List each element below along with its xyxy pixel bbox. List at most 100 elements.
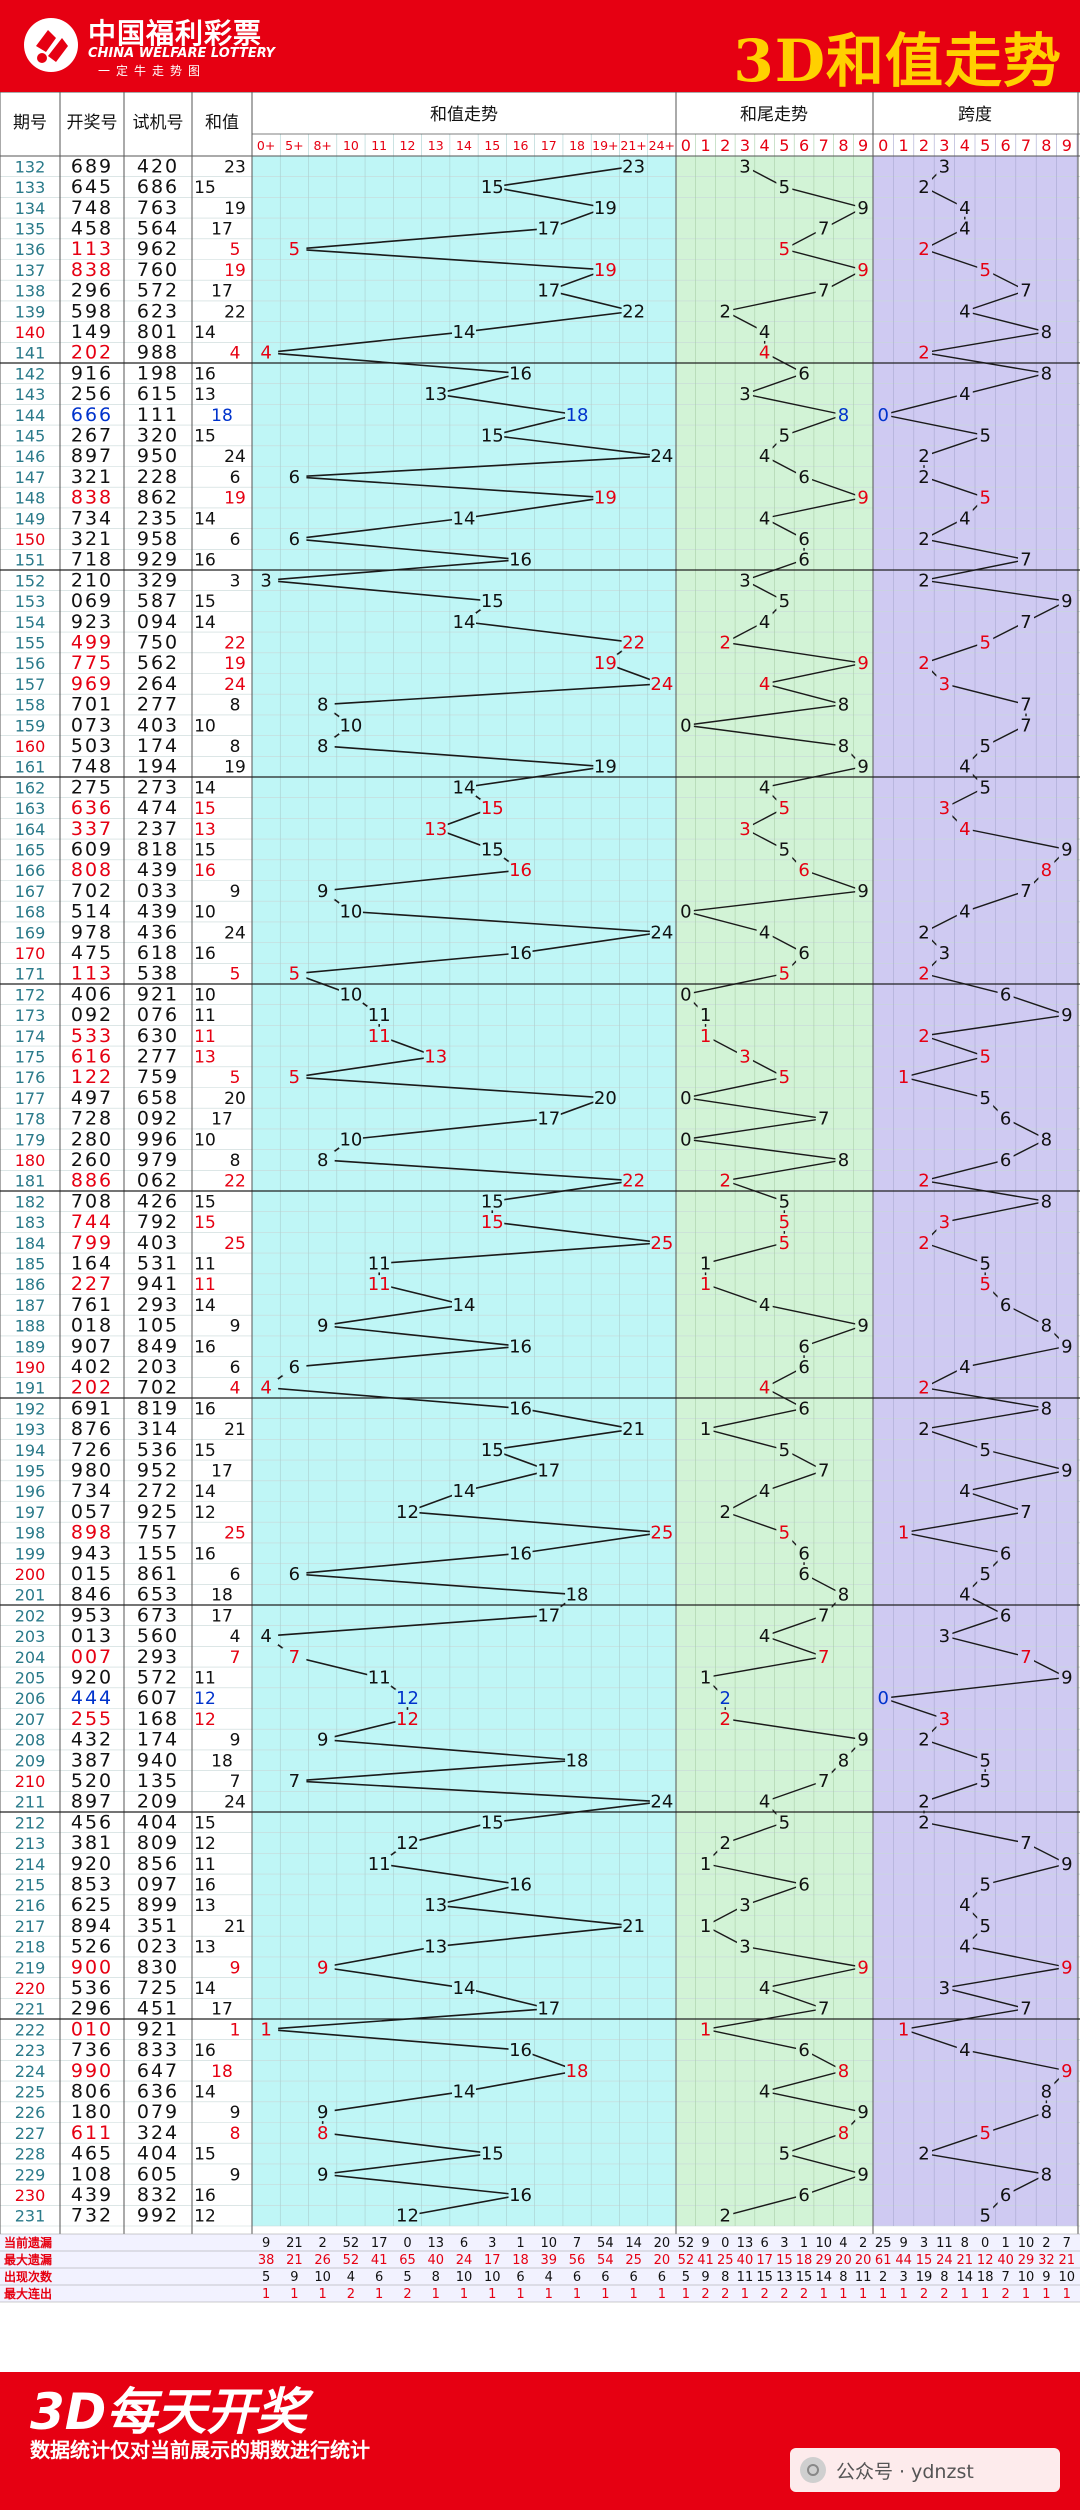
test-number: 062 <box>137 1170 179 1192</box>
welfare-lottery-logo-icon <box>24 18 78 72</box>
span-mark-bg <box>1058 592 1075 611</box>
sum-mark: 24 <box>650 446 673 467</box>
tail-mark: 0 <box>680 902 691 923</box>
tail-mark: 4 <box>759 1792 770 1813</box>
tail-stat-value: 2 <box>780 2287 788 2302</box>
span-mark: 4 <box>959 301 970 322</box>
sum-value: 23 <box>224 157 246 177</box>
tail-mark-bg <box>697 1006 714 1025</box>
tail-mark: 7 <box>818 1647 829 1668</box>
sum-value: 14 <box>194 509 216 529</box>
sum-mark-bg <box>536 1606 561 1625</box>
tail-mark: 0 <box>680 984 691 1005</box>
draw-number: 897 <box>71 445 113 467</box>
span-mark: 6 <box>1000 1150 1011 1171</box>
draw-number: 616 <box>71 1045 113 1067</box>
span-mark-bg <box>1058 1668 1075 1687</box>
span-mark-bg <box>916 1378 932 1397</box>
sum-value: 24 <box>224 923 246 943</box>
span-mark: 3 <box>939 1212 950 1233</box>
draw-number: 806 <box>71 2080 113 2102</box>
sum-value: 24 <box>224 675 246 695</box>
sum-value: 17 <box>211 1606 233 1626</box>
sum-mark-bg <box>452 1978 476 1997</box>
sum-mark: 1 <box>260 2019 271 2040</box>
span-mark-bg <box>977 736 994 755</box>
sum-mark: 9 <box>317 2164 328 2185</box>
draw-number: 900 <box>71 1956 113 1978</box>
test-number: 750 <box>137 631 179 653</box>
test-number: 023 <box>137 1936 179 1958</box>
span-mark: 5 <box>979 1088 990 1109</box>
sum-stat-value: 20 <box>654 2236 671 2251</box>
tail-mark-bg <box>796 550 813 569</box>
test-number: 862 <box>137 487 179 509</box>
tail-mark-bg <box>796 1357 813 1376</box>
sum-value: 14 <box>194 778 216 798</box>
tail-axis-label: 0 <box>681 136 691 155</box>
tail-mark-bg <box>717 633 734 652</box>
span-mark: 8 <box>1041 1398 1052 1419</box>
sum-value: 21 <box>224 1420 246 1440</box>
span-stat-value: 2 <box>1001 2287 1009 2302</box>
sum-mark-bg <box>367 1668 392 1687</box>
wechat-account-icon <box>800 2457 826 2483</box>
draw-number: 108 <box>71 2163 113 2185</box>
tail-mark-bg <box>717 1834 734 1853</box>
span-mark: 6 <box>1000 2185 1011 2206</box>
issue-number: 200 <box>15 1565 46 1584</box>
tail-stat-value: 52 <box>678 2253 695 2268</box>
span-stat-value: 3 <box>899 2270 907 2285</box>
test-number: 155 <box>137 1542 179 1564</box>
sum-value: 13 <box>194 820 216 840</box>
span-mark-bg <box>936 157 953 176</box>
span-stat-value: 61 <box>875 2253 892 2268</box>
sum-mark: 17 <box>537 1999 560 2020</box>
span-mark: 4 <box>959 198 970 219</box>
sum-value: 16 <box>194 2041 216 2061</box>
tail-stat-value: 52 <box>678 2236 695 2251</box>
span-mark-bg <box>997 1544 1014 1563</box>
test-number: 314 <box>137 1418 179 1440</box>
tail-stat-value: 0 <box>721 2236 729 2251</box>
sum-mark: 8 <box>317 736 328 757</box>
sum-value: 13 <box>194 385 216 405</box>
span-mark: 9 <box>1061 1957 1072 1978</box>
tail-mark: 1 <box>700 1419 711 1440</box>
issue-number: 157 <box>15 675 46 694</box>
span-mark-bg <box>1038 1316 1055 1335</box>
sum-mark: 11 <box>368 1667 391 1688</box>
draw-number: 636 <box>71 797 113 819</box>
sum-value: 15 <box>194 1441 216 1461</box>
issue-number: 219 <box>15 1958 46 1977</box>
sum-value: 22 <box>224 302 246 322</box>
tail-mark: 4 <box>759 446 770 467</box>
test-number: 636 <box>137 2080 179 2102</box>
span-mark-bg <box>977 1564 994 1583</box>
tail-mark-bg <box>815 1647 832 1666</box>
issue-number: 222 <box>15 2020 46 2039</box>
tail-mark: 6 <box>798 2185 809 2206</box>
tail-mark: 6 <box>798 1336 809 1357</box>
tail-mark-bg <box>697 1420 714 1439</box>
issue-number: 170 <box>15 944 46 963</box>
sum-value: 18 <box>211 1751 233 1771</box>
span-mark: 0 <box>877 405 888 426</box>
sum-stat-value: 10 <box>484 2270 501 2285</box>
span-mark: 4 <box>959 2040 970 2061</box>
sum-mark: 16 <box>509 363 532 384</box>
span-stat-value: 14 <box>957 2270 974 2285</box>
issue-number: 149 <box>15 509 46 528</box>
tail-mark-bg <box>815 1109 832 1128</box>
sum-mark-bg <box>395 2206 420 2225</box>
sum-value: 12 <box>194 1689 216 1709</box>
sum-mark: 15 <box>481 798 504 819</box>
test-number: 962 <box>137 238 179 260</box>
draw-number: 113 <box>71 238 113 260</box>
tail-mark-bg <box>776 964 793 983</box>
tail-mark: 3 <box>739 156 750 177</box>
span-mark: 6 <box>1000 1605 1011 1626</box>
span-mark-bg <box>1018 695 1034 714</box>
tail-mark-bg <box>835 695 852 714</box>
sum-mark: 14 <box>453 322 476 343</box>
